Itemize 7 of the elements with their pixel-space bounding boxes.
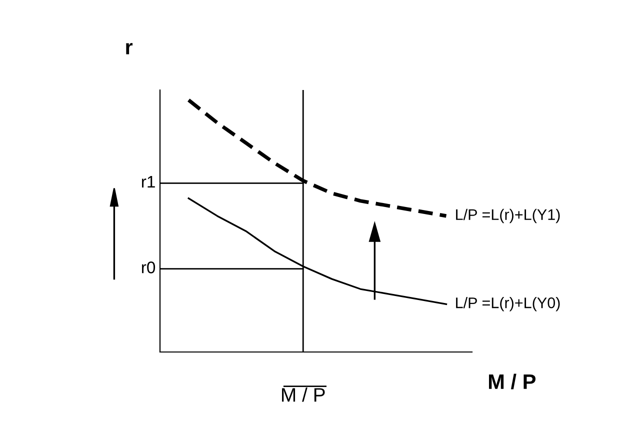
- x-axis-title: M / P: [488, 374, 536, 390]
- ref-line-label: r0: [142, 262, 156, 274]
- ref-line-label: r1: [142, 176, 155, 188]
- series-label: L/P =L(r)+L(Y0): [456, 297, 560, 312]
- series-label: L/P =L(r)+L(Y1): [456, 208, 560, 224]
- y-axis-title: r: [126, 43, 133, 54]
- text: M / P: [282, 387, 325, 402]
